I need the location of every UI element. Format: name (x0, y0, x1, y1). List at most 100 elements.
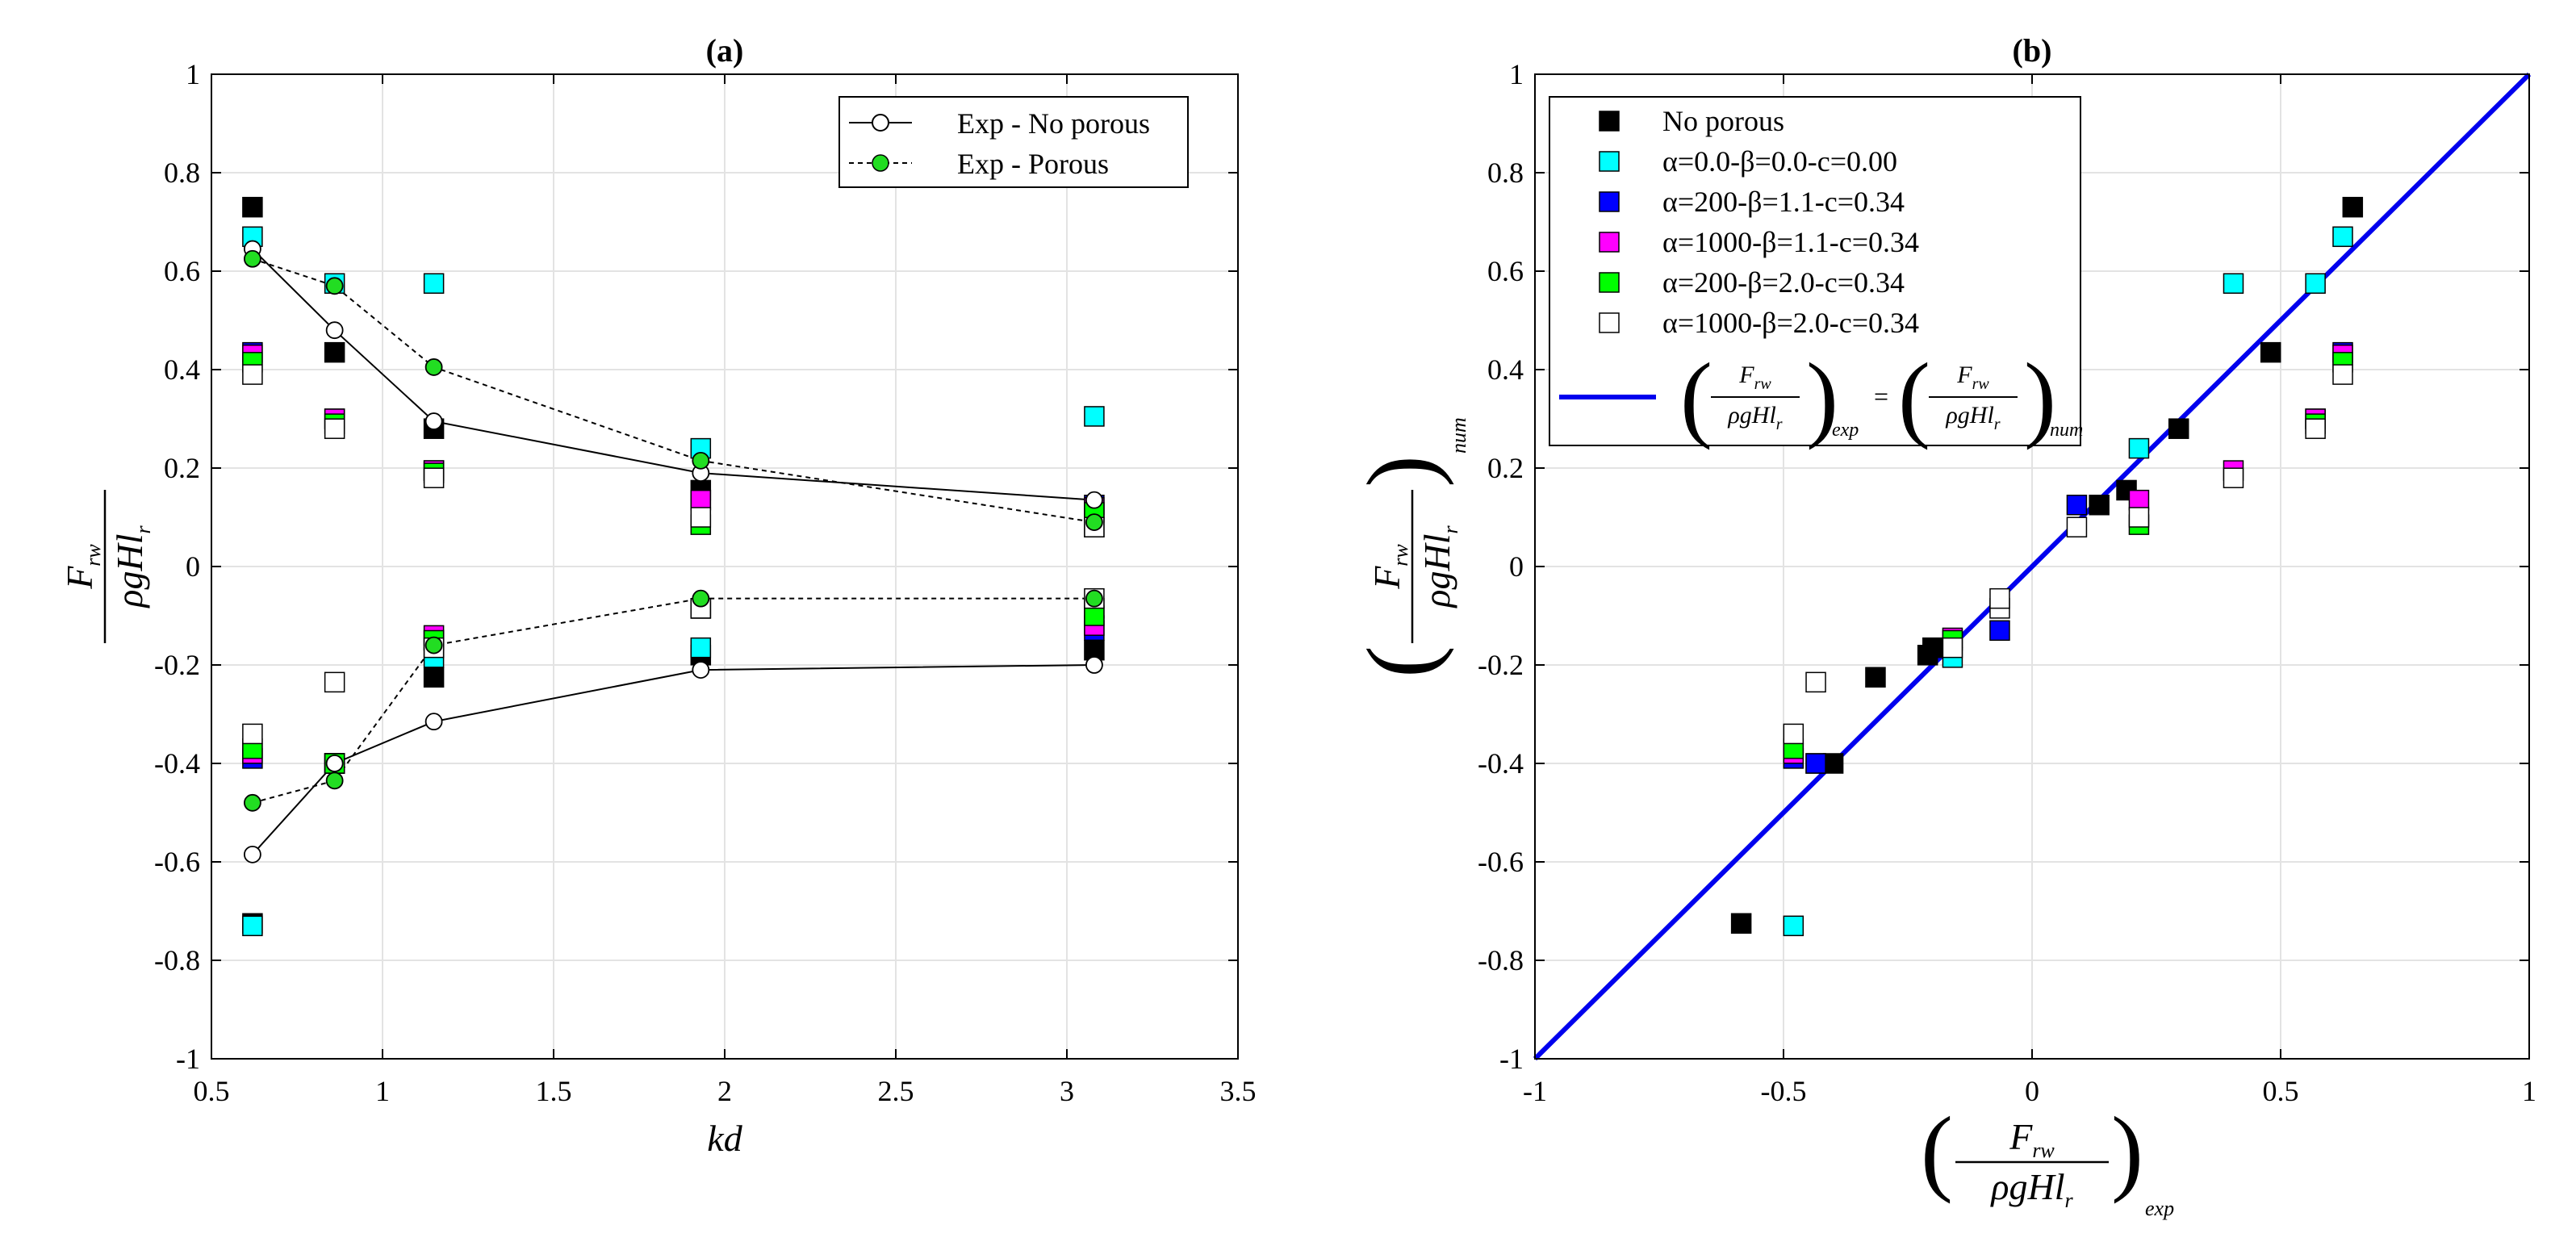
panel-a-xtick-label: 2.5 (878, 1075, 914, 1107)
panel-b-xlabel-rparen: ) (2111, 1097, 2143, 1204)
panel-b-ylabel-lparen: ( (1347, 646, 1454, 678)
legend-identity-sub-lhs: exp (1832, 420, 1859, 441)
panel-b-identity-line (1533, 72, 2532, 1061)
panel-b-xtick-label: 0.5 (2263, 1075, 2299, 1107)
panel-b-xlabel-lparen: ( (1921, 1097, 1953, 1204)
a-square-no-porous-max (324, 341, 345, 363)
panel-b-ylabel-den: ρgHlr (1416, 525, 1462, 609)
a-marker-exp-no-porous-min (692, 661, 710, 679)
a-square-200-2-0-c-0-34-min (1084, 605, 1105, 626)
b-point-no-porous (1922, 637, 1943, 659)
a-marker-exp-porous-max (243, 249, 261, 268)
legend-label-exp-porous: Exp - Porous (957, 148, 1109, 180)
b-legend-marker-200-1-1-c-0-34 (1599, 191, 1620, 212)
a-square-1000-2-0-c-0-34-max (423, 467, 445, 488)
a-marker-exp-porous-max (424, 358, 443, 376)
panel-a-circles (243, 240, 1103, 863)
panel-b-ytick-label: 0.6 (1487, 255, 1524, 287)
b-legend-marker-1000-1-1-c-0-34 (1599, 232, 1620, 253)
b-legend-label-200-2-0-c-0-34: α=200-β=2.0-c=0.34 (1662, 266, 1905, 299)
panel-b-ytick-label: 0.8 (1487, 157, 1524, 189)
panel-b-xlabel-outer-sub: exp (2145, 1197, 2174, 1220)
panel-b-legend: No porous α=0.0-β=0.0-c=0.00 α=200-β=1.1-c… (1549, 96, 2083, 450)
panel-a-ytick-label: -0.2 (154, 649, 200, 681)
panel-b-ytick-label: 0 (1509, 550, 1524, 583)
a-square-no-porous-max (242, 196, 263, 218)
a-marker-exp-porous-min (692, 589, 710, 608)
legend-identity-den-1: ρgHlr (1727, 402, 1782, 433)
panel-a-ytick-label: -0.4 (154, 747, 200, 780)
b-point-no-porous (1822, 753, 1844, 774)
panel-b-xlabel: ( Frw ρgHlr ) exp (1921, 1097, 2174, 1220)
b-legend-label-0-0-0-0-c-0-00: α=0.0-β=0.0-c=0.00 (1662, 145, 1897, 178)
legend-marker-exp-porous (872, 154, 889, 172)
b-point-0-0-0-0-c-0-00 (2305, 273, 2326, 294)
panel-b-legend-items: No porous α=0.0-β=0.0-c=0.00 α=200-β=1.1-c… (1599, 105, 1919, 339)
b-legend-label-no-porous: No porous (1662, 105, 1784, 137)
b-legend-label-200-1-1-c-0-34: α=200-β=1.1-c=0.34 (1662, 186, 1905, 218)
panel-a-xtick-label: 1 (375, 1075, 390, 1107)
panel-b-ytick-label: 1 (1509, 58, 1524, 90)
b-legend-label-1000-2-0-c-0-34: α=1000-β=2.0-c=0.34 (1662, 307, 1919, 339)
panel-b-ylabel-outer-sub: num (1447, 417, 1470, 454)
b-point-0-0-0-0-c-0-00 (2332, 226, 2353, 248)
a-marker-exp-no-porous-min (1085, 656, 1103, 674)
panel-b-ytick-label: -0.8 (1478, 944, 1524, 976)
panel-b-xtick-label: 0 (2025, 1075, 2039, 1107)
b-point-1000-2-0-c-0-34 (2066, 516, 2088, 537)
b-point-1000-2-0-c-0-34 (1805, 671, 1826, 693)
b-legend-marker-no-porous (1599, 111, 1620, 132)
legend-label-exp-no-porous: Exp - No porous (957, 107, 1150, 140)
a-marker-exp-no-porous-min (424, 713, 443, 731)
a-square-1000-2-0-c-0-34-max (324, 418, 345, 439)
legend-identity-sub-rhs: num (2050, 420, 2083, 441)
b-legend-marker-200-2-0-c-0-34 (1599, 272, 1620, 293)
b-point-200-1-1-c-0-34 (1989, 620, 2010, 642)
panel-b-ytick-label: -0.2 (1478, 649, 1524, 681)
panel-a-ylabel-den: ρgHlr (109, 525, 155, 609)
panel-a-xtick-label: 3.5 (1220, 1075, 1257, 1107)
a-square-0-0-0-0-c-0-00-max (423, 273, 445, 294)
panel-b-ytick-label: 0.4 (1487, 353, 1524, 386)
legend-identity-eq: = (1874, 382, 1888, 411)
a-marker-exp-porous-max (1085, 513, 1103, 531)
panel-b-ylabel-num: Frw (1366, 544, 1412, 590)
panel-a-ytick-label: 0 (186, 550, 200, 583)
a-marker-exp-no-porous-min (243, 845, 261, 863)
panel-a-title: (a) (706, 32, 744, 69)
panel-a-ylabel-num: Frw (59, 544, 105, 590)
a-marker-exp-porous-max (692, 451, 710, 470)
a-square-1000-2-0-c-0-34-max (242, 364, 263, 385)
a-square-1000-2-0-c-0-34-min (242, 723, 263, 745)
a-marker-exp-porous-min (1085, 589, 1103, 608)
panel-b-ytick-label: -1 (1499, 1043, 1524, 1075)
b-point-0-0-0-0-c-0-00 (1783, 915, 1804, 937)
panel-a-ytick-label: -1 (176, 1043, 200, 1075)
panel-a-ytick-label: 0.8 (164, 157, 200, 189)
panel-b-legend-box (1549, 96, 2081, 446)
b-point-1000-2-0-c-0-34 (2223, 467, 2244, 488)
panel-b-ylabel-rparen: ) (1347, 455, 1454, 487)
b-legend-marker-1000-2-0-c-0-34 (1599, 312, 1620, 333)
b-point-no-porous (2342, 196, 2364, 218)
panel-a-xtick-label: 3 (1060, 1075, 1074, 1107)
b-point-no-porous (1865, 667, 1886, 688)
panel-b-title: (b) (2013, 32, 2052, 69)
panel-a-xlabel: kd (707, 1118, 742, 1159)
b-point-200-1-1-c-0-34 (2066, 495, 2088, 516)
b-point-1000-2-0-c-0-34 (2128, 507, 2150, 528)
legend-identity-num-2: Frw (1956, 362, 1989, 393)
b-point-1000-2-0-c-0-34 (2332, 364, 2353, 385)
panel-a-ytick-label: 1 (186, 58, 200, 90)
b-point-1000-2-0-c-0-34 (2305, 418, 2326, 439)
panel-b-ytick-label: 0.2 (1487, 452, 1524, 484)
b-point-no-porous (2260, 341, 2281, 363)
a-square-0-0-0-0-c-0-00-min (242, 915, 263, 937)
b-point-0-0-0-0-c-0-00 (2128, 437, 2150, 459)
a-marker-exp-porous-min (424, 636, 443, 654)
b-identity-line (1533, 72, 2532, 1061)
a-marker-exp-porous-min (325, 771, 344, 790)
panel-b-squares (1730, 196, 2364, 937)
panel-b-ytick-label: -0.4 (1478, 747, 1524, 780)
